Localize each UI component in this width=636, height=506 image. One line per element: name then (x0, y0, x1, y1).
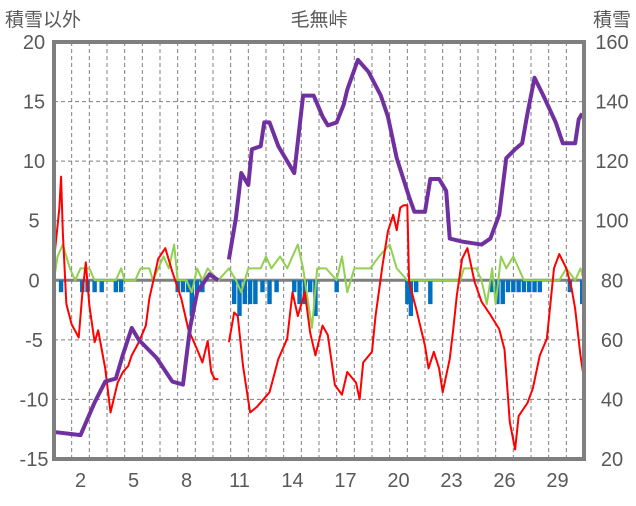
left-tick-label: 0 (28, 270, 39, 292)
temperature-line (53, 175, 219, 414)
x-tick-label: 8 (181, 470, 192, 492)
blue-bars (58, 280, 585, 317)
precip-bar (267, 280, 272, 305)
precip-bar (99, 280, 104, 293)
precip-bar (297, 280, 302, 305)
left-axis-label: 積雪以外 (5, 9, 81, 31)
precip-bar (113, 280, 119, 293)
x-tick-label: 2 (75, 470, 86, 492)
right-tick-label: 40 (601, 389, 623, 411)
precip-bar (292, 280, 297, 293)
precip-bar (408, 280, 414, 317)
precip-bar (247, 280, 253, 305)
precip-bar (242, 280, 248, 305)
precip-bar (505, 280, 511, 293)
precip-bar (489, 280, 495, 293)
plot-border (52, 40, 586, 461)
precip-bar (231, 280, 237, 305)
precip-bar (189, 280, 195, 317)
plot-frame (52, 40, 586, 461)
chart-title: 毛無峠 (290, 9, 347, 31)
x-tick-label: 26 (493, 470, 515, 492)
precip-bar (521, 280, 527, 293)
precip-bar (516, 280, 521, 293)
right-tick-label: 20 (601, 449, 623, 471)
snow-depth-line (55, 272, 220, 438)
precip-bar (180, 280, 186, 293)
right-tick-label: 100 (595, 211, 628, 233)
x-tick-label: 29 (546, 470, 568, 492)
right-tick-label: 160 (595, 32, 628, 54)
temperature-line (227, 204, 585, 451)
precip-bar (537, 280, 543, 293)
precip-bar (334, 280, 339, 293)
x-tick-label: 20 (387, 470, 409, 492)
precip-bar (532, 280, 537, 293)
precip-bar (237, 280, 242, 317)
precip-bar (428, 280, 433, 305)
precip-bar (567, 280, 573, 293)
x-tick-label: 17 (334, 470, 356, 492)
left-tick-label: -5 (25, 330, 43, 352)
precip-bar (118, 280, 124, 293)
precip-bar (274, 280, 279, 293)
snow-depth-line (226, 57, 584, 260)
left-tick-label: 10 (23, 151, 45, 173)
left-tick-label: -10 (20, 389, 49, 411)
x-tick-label: 5 (128, 470, 139, 492)
precip-bar (260, 280, 265, 293)
left-tick-label: 20 (23, 32, 45, 54)
precip-bar (527, 280, 532, 293)
x-tick-label: 23 (440, 470, 462, 492)
left-tick-label: 5 (28, 211, 39, 233)
tick-labels: -15 -10 -5 0 5 10 15 20 20 40 60 80 100 120 140 160 2 5 8 1… (20, 32, 629, 492)
precip-bar (307, 280, 313, 293)
precip-bar (92, 280, 97, 293)
right-tick-label: 60 (601, 330, 623, 352)
left-tick-label: -15 (20, 449, 49, 471)
precip-bar (500, 280, 505, 305)
right-tick-label: 140 (595, 92, 628, 114)
x-tick-label: 11 (229, 470, 250, 492)
precip-bar (413, 280, 419, 293)
precip-bar (253, 280, 258, 305)
precip-bar (194, 280, 200, 293)
x-tick-label: 14 (281, 470, 303, 492)
precip-bar (405, 280, 410, 305)
precip-bar (511, 280, 516, 293)
green-series-line (53, 243, 585, 329)
precip-bar (58, 280, 64, 293)
right-axis-label: 積雪 (593, 9, 631, 31)
right-tick-label: 120 (595, 151, 628, 173)
series-lines (53, 57, 585, 451)
right-tick-label: 80 (601, 270, 623, 292)
left-tick-label: 15 (23, 92, 45, 114)
